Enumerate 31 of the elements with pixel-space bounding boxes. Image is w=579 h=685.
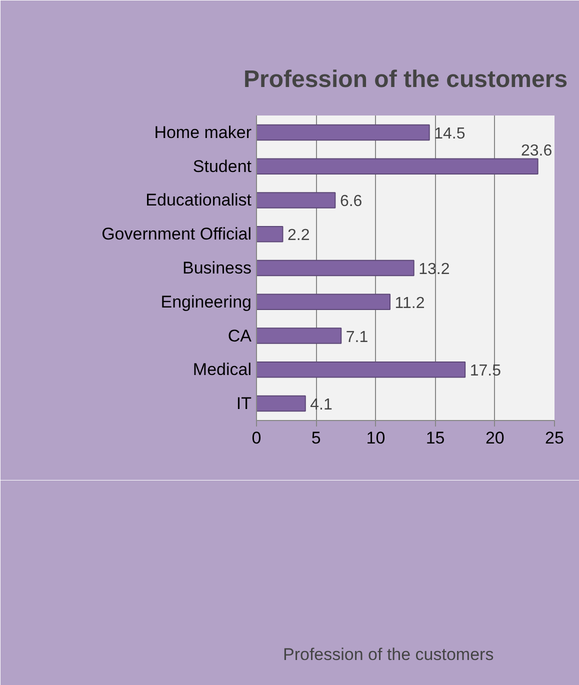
bar [256, 192, 336, 208]
y-tick-label: Engineering [160, 292, 252, 312]
x-tick-label: 15 [426, 428, 445, 448]
y-tick-label: Business [182, 258, 252, 278]
x-tick-label: 0 [252, 428, 262, 448]
bar [256, 124, 430, 141]
data-label: 11.2 [394, 294, 425, 312]
data-label: 7.1 [346, 328, 368, 346]
bar [256, 226, 284, 242]
text: Profession of the customers [283, 645, 494, 665]
data-label: 23.6 [520, 142, 552, 160]
x-tick-label: 25 [545, 428, 564, 448]
x-tick-label: 20 [485, 428, 504, 448]
y-tick-label: Medical [192, 360, 252, 380]
bar [256, 158, 538, 174]
bar [256, 294, 391, 310]
x-tick-label: 10 [366, 428, 386, 448]
chart-title: Profession of the customers [243, 66, 568, 93]
y-tick-label: IT [236, 394, 252, 414]
y-tick-label: Government Official [102, 224, 252, 244]
y-tick-label: Student [192, 156, 252, 176]
y-tick-label: CA [228, 326, 252, 346]
bar [256, 362, 466, 378]
data-label: 6.6 [340, 193, 362, 210]
y-tick-label: Educationalist [146, 190, 252, 210]
data-label: 2.2 [287, 227, 310, 244]
x-tick-label: 5 [311, 428, 321, 448]
bar [256, 395, 306, 412]
y-tick-label: Home maker [154, 122, 252, 142]
bar [256, 328, 342, 344]
bar [256, 260, 414, 276]
